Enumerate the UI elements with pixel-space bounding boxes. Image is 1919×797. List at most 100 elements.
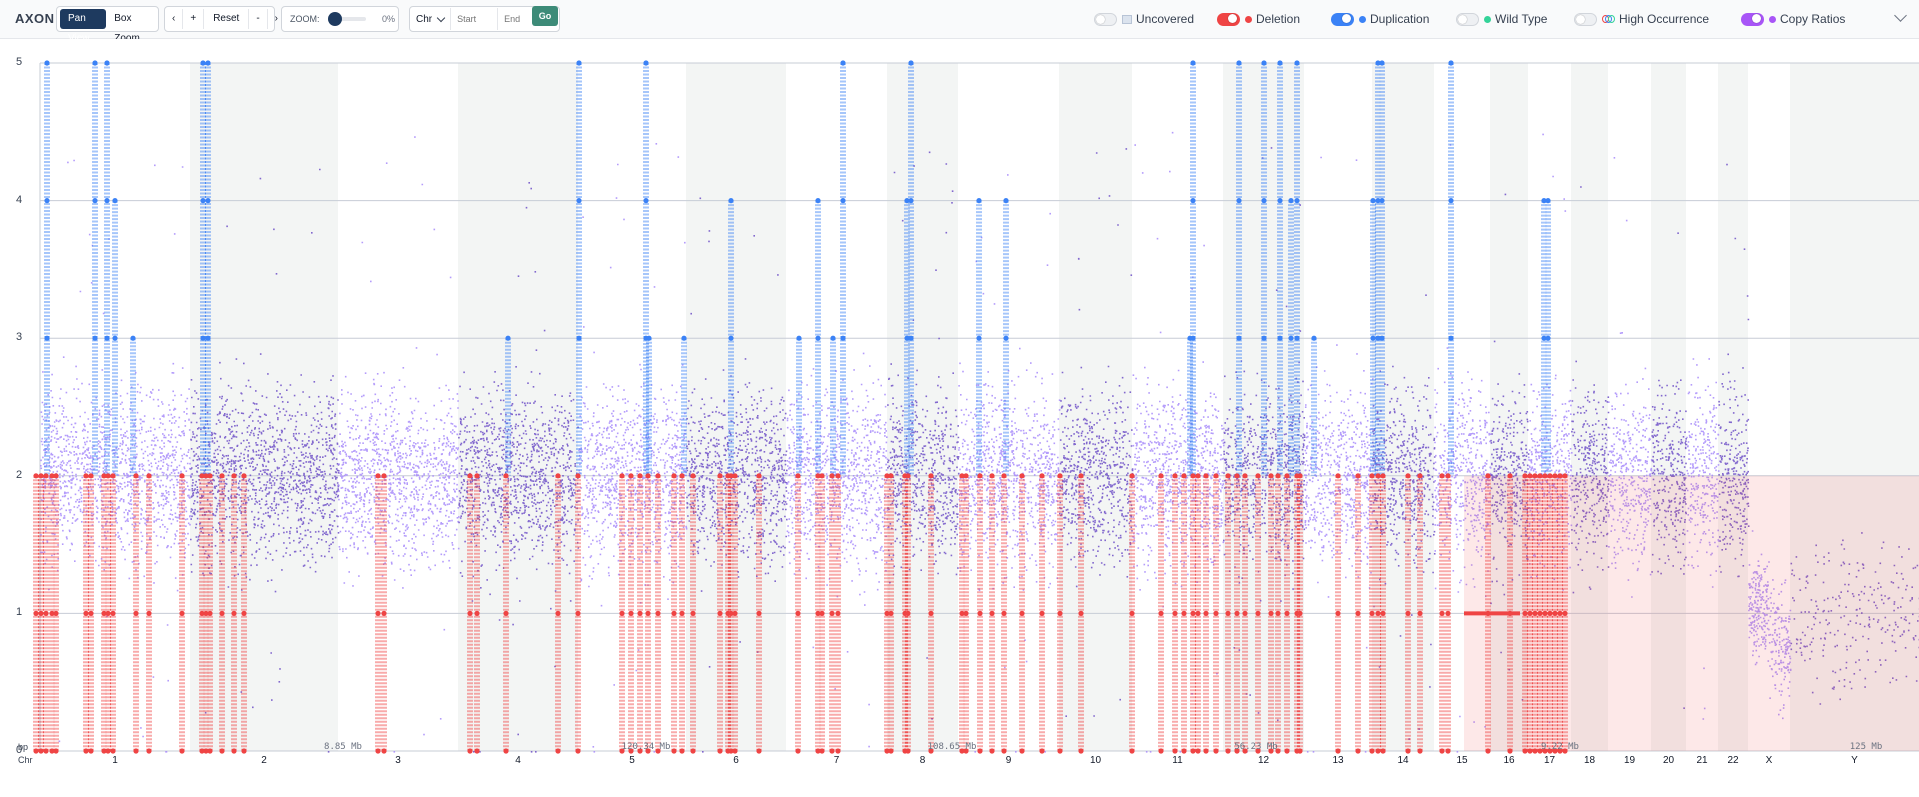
duplication-point (1277, 60, 1283, 66)
legend-item-copy-ratios[interactable]: Copy Ratios (1741, 9, 1845, 29)
deletion-point (1507, 748, 1513, 754)
duplication-point (1261, 198, 1267, 204)
duplication-point (1379, 335, 1385, 341)
duplication-point (576, 198, 582, 204)
high-occurrence-toggle[interactable] (1574, 12, 1597, 26)
duplication-point (1375, 198, 1381, 204)
copy-number-chart[interactable] (0, 39, 1919, 797)
chromosome-label: 8 (919, 755, 926, 766)
zoom-slider-thumb[interactable] (327, 12, 342, 26)
duplication-point (92, 335, 98, 341)
deletion-point (219, 473, 225, 479)
legend-item-duplication[interactable]: Duplication (1331, 9, 1429, 29)
deletion-point (381, 473, 387, 479)
duplication-point (976, 198, 982, 204)
prev-button[interactable]: ‹ (165, 9, 184, 29)
deletion-point (690, 748, 696, 754)
go-button[interactable]: Go (532, 6, 558, 26)
deletion-point (133, 748, 139, 754)
copy-ratio-scatter (40, 159, 192, 753)
deletion-point (928, 473, 934, 479)
deletion-point (829, 748, 835, 754)
deletion-point (1375, 610, 1381, 617)
deletion-point (905, 748, 911, 754)
deletion-point (728, 610, 734, 617)
duplication-point (1294, 198, 1300, 204)
legend-item-high-occurrence[interactable]: High Occurrence (1574, 9, 1709, 29)
deletion-toggle[interactable] (1217, 12, 1240, 26)
deletion-point (679, 610, 685, 617)
deletion-point (146, 748, 152, 754)
deletion-point (110, 473, 116, 479)
duplication-point (505, 335, 511, 341)
deletion-point (728, 473, 734, 479)
legend-item-deletion[interactable]: Deletion (1217, 9, 1300, 29)
copy-ratio-scatter (338, 136, 460, 753)
duplication-point (1294, 60, 1300, 66)
copy-ratios-dot-icon (1769, 15, 1776, 23)
next-button[interactable]: › (274, 13, 278, 24)
deletion-point (1234, 473, 1240, 479)
deletion-point (1129, 748, 1135, 754)
deletion-point (1172, 748, 1178, 754)
box-zoom-button[interactable]: Box Zoom (114, 13, 140, 44)
legend-label: Duplication (1370, 12, 1430, 26)
duplication-toggle[interactable] (1331, 12, 1354, 26)
zoom-out-button[interactable]: - (249, 9, 268, 29)
uncovered-toggle[interactable] (1094, 12, 1117, 26)
deletion-point (756, 748, 762, 754)
chromosome-select[interactable]: Chr (410, 13, 450, 25)
reset-button[interactable]: Reset (204, 9, 250, 29)
deletion-point (835, 748, 841, 754)
chromosome-band (1790, 63, 1919, 751)
chromosome-band (458, 63, 578, 751)
deletion-point (1284, 748, 1290, 754)
deletion-point (381, 610, 387, 617)
deletion-point (905, 610, 911, 617)
deletion-point (146, 473, 152, 479)
deletion-point (645, 748, 651, 754)
wildtype-dot-icon (1484, 15, 1491, 23)
duplication-point (1448, 60, 1454, 66)
deletion-point (207, 748, 213, 754)
copy-ratios-toggle[interactable] (1741, 12, 1764, 26)
chromosome-label: 1 (112, 755, 118, 766)
duplication-point (1003, 335, 1009, 341)
deletion-point (88, 610, 94, 617)
toggle-knob (1458, 14, 1467, 24)
start-input[interactable] (450, 8, 498, 30)
chromosome-label: 6 (733, 755, 739, 766)
duplication-point (1236, 198, 1242, 204)
deletion-point (1369, 473, 1375, 479)
legend-item-uncovered[interactable]: Uncovered (1094, 9, 1194, 29)
legend-label: Copy Ratios (1780, 12, 1846, 26)
deletion-point (1019, 473, 1025, 479)
deletion-point (1562, 473, 1568, 479)
deletion-point (575, 610, 581, 617)
deletion-point (1225, 473, 1231, 479)
duplication-point (1448, 198, 1454, 204)
deletion-point (43, 473, 49, 479)
deletion-point (146, 610, 152, 617)
deletion-point (905, 473, 911, 479)
chromosome-label: 13 (1332, 755, 1344, 766)
collapse-chevron-icon[interactable] (1894, 9, 1907, 22)
deletion-point (375, 748, 381, 754)
deletion-point (53, 473, 59, 479)
chromosome-label: 21 (1696, 755, 1708, 766)
deletion-point (815, 473, 821, 479)
wild-type-toggle[interactable] (1456, 12, 1479, 26)
legend-label: Wild Type (1495, 12, 1548, 26)
legend-item-wild-type[interactable]: Wild Type (1456, 9, 1547, 29)
deletion-point (1335, 473, 1341, 479)
y-tick-label: 0 (16, 744, 23, 756)
zoom-in-button[interactable]: + (183, 9, 205, 29)
pan-view-button[interactable]: Pan View (60, 9, 107, 44)
deletion-point (835, 473, 841, 479)
deletion-point (928, 748, 934, 754)
deletion-point (474, 748, 480, 754)
deletion-point (207, 473, 213, 479)
toggle-knob (1096, 14, 1105, 24)
zoom-slider[interactable] (327, 12, 366, 26)
